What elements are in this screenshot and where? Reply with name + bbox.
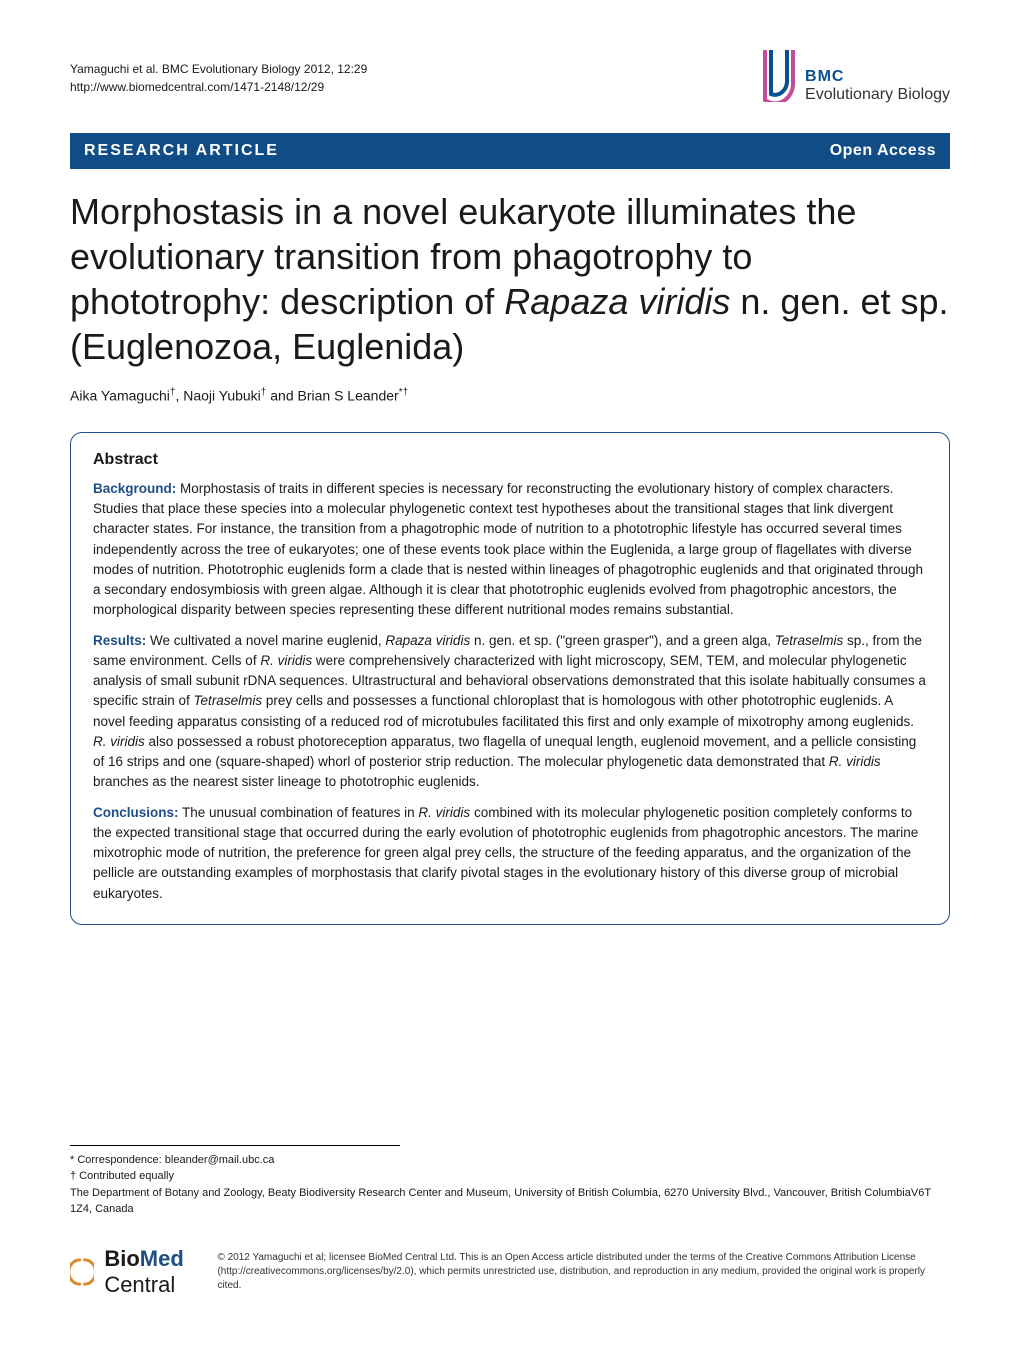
correspondence: * Correspondence: bleander@mail.ubc.ca (70, 1152, 950, 1169)
citation-line: Yamaguchi et al. BMC Evolutionary Biolog… (70, 62, 367, 76)
affiliation: The Department of Botany and Zoology, Be… (70, 1185, 950, 1218)
article-title: Morphostasis in a novel eukaryote illumi… (70, 189, 950, 369)
license-text: © 2012 Yamaguchi et al; licensee BioMed … (217, 1251, 950, 1293)
author-3-sup: *† (399, 387, 408, 398)
bmc-bio: Bio (104, 1246, 139, 1271)
biomedcentral-word: BioMed Central (104, 1246, 199, 1298)
journal-logo: BMC Evolutionary Biology (763, 50, 950, 103)
banner-right: Open Access (830, 142, 936, 160)
biomedcentral-paren-icon (70, 1250, 94, 1294)
bmc-med: Med (140, 1246, 184, 1271)
contributed-equal: † Contributed equally (70, 1168, 950, 1185)
abstract-background: Background: Morphostasis of traits in di… (93, 479, 927, 621)
footnotes: * Correspondence: bleander@mail.ubc.ca †… (70, 1152, 950, 1218)
abstract-body-conc: The unusual combination of features in R… (93, 805, 918, 901)
logo-text: BMC Evolutionary Biology (805, 68, 950, 103)
and: and (266, 388, 297, 404)
logo-sub: Evolutionary Biology (805, 86, 950, 103)
abstract-box: Abstract Background: Morphostasis of tra… (70, 432, 950, 925)
abstract-body-bg: Morphostasis of traits in different spec… (93, 481, 923, 618)
biomedcentral-logo: BioMed Central (70, 1246, 199, 1298)
abstract-label-conc: Conclusions: (93, 805, 179, 820)
abstract-heading: Abstract (93, 451, 927, 469)
footer: BioMed Central © 2012 Yamaguchi et al; l… (70, 1246, 950, 1298)
abstract-label-bg: Background: (93, 481, 176, 496)
bmc-central: Central (104, 1272, 175, 1297)
abstract-results: Results: We cultivated a novel marine eu… (93, 631, 927, 793)
abstract-conclusions: Conclusions: The unusual combination of … (93, 803, 927, 904)
abstract-label-res: Results: (93, 633, 146, 648)
citation-url: http://www.biomedcentral.com/1471-2148/1… (70, 80, 324, 94)
header: Yamaguchi et al. BMC Evolutionary Biolog… (70, 60, 950, 103)
footnote-rule (70, 1145, 400, 1146)
title-species: Rapaza viridis (504, 281, 730, 322)
author-1: Aika Yamaguchi (70, 388, 170, 404)
banner-left: RESEARCH ARTICLE (84, 142, 279, 160)
author-3: Brian S Leander (298, 388, 399, 404)
article-type-banner: RESEARCH ARTICLE Open Access (70, 133, 950, 169)
author-list: Aika Yamaguchi†, Naoji Yubuki† and Brian… (70, 387, 950, 404)
abstract-body-res: We cultivated a novel marine euglenid, R… (93, 633, 926, 790)
logo-arc-icon (763, 50, 799, 102)
logo-bmc: BMC (805, 68, 950, 86)
author-2: Naoji Yubuki (183, 388, 261, 404)
citation-block: Yamaguchi et al. BMC Evolutionary Biolog… (70, 60, 367, 96)
